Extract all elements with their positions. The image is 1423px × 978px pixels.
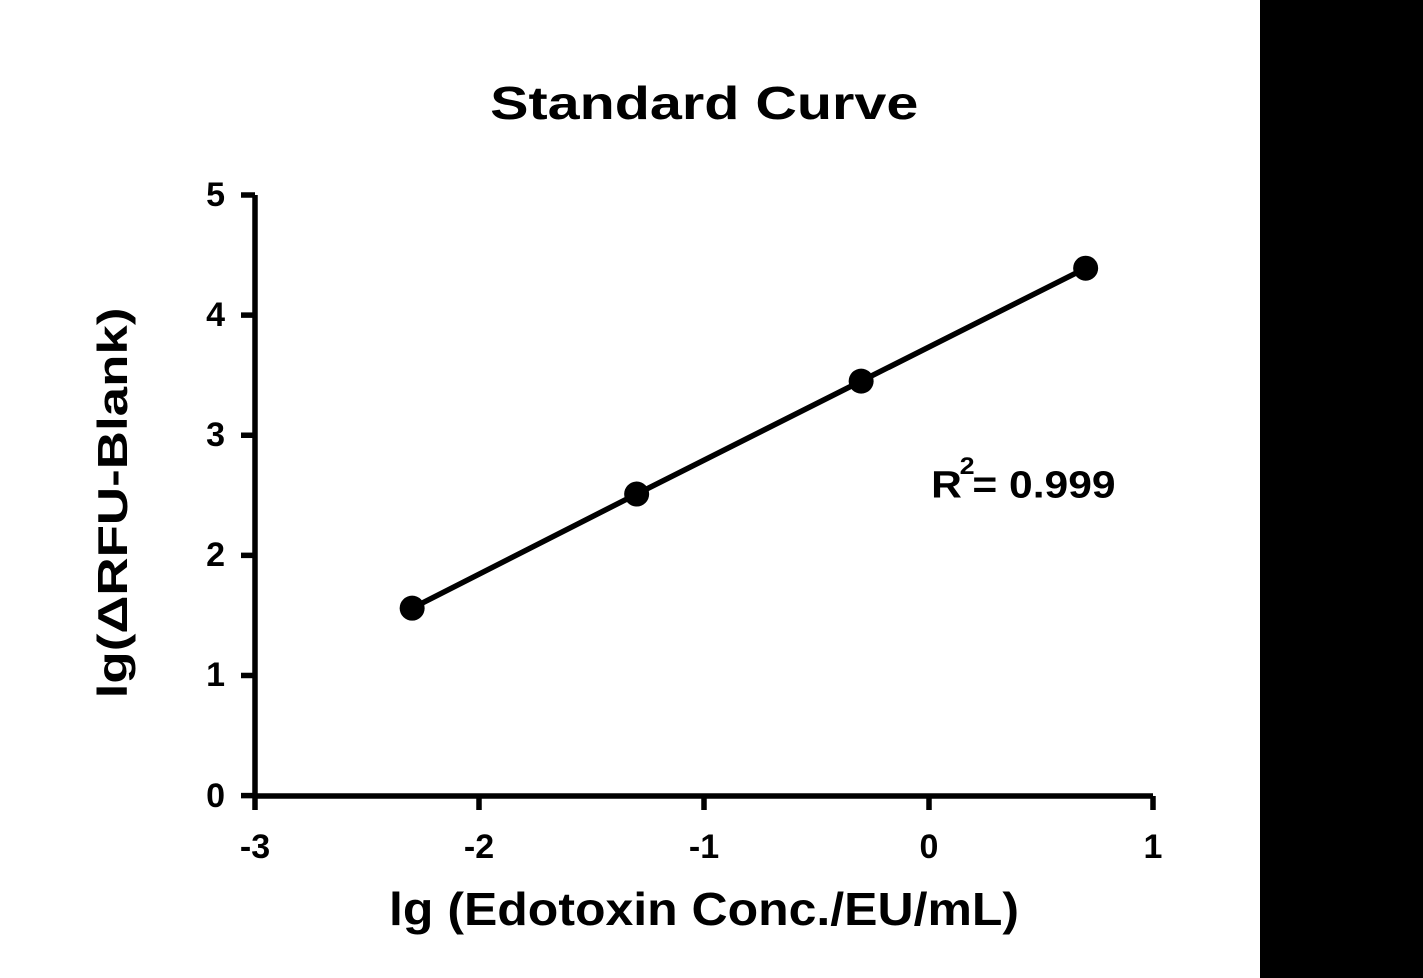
svg-text:2: 2 <box>206 536 225 574</box>
svg-text:-3: -3 <box>240 828 270 866</box>
svg-text:5: 5 <box>206 176 225 214</box>
svg-text:1: 1 <box>1144 828 1163 866</box>
svg-text:1: 1 <box>206 656 225 694</box>
svg-text:0: 0 <box>920 828 939 866</box>
svg-text:0: 0 <box>206 777 225 815</box>
svg-text:-1: -1 <box>689 828 719 866</box>
svg-text:-2: -2 <box>464 828 494 866</box>
svg-text:4: 4 <box>206 296 225 334</box>
svg-text:3: 3 <box>206 416 225 454</box>
